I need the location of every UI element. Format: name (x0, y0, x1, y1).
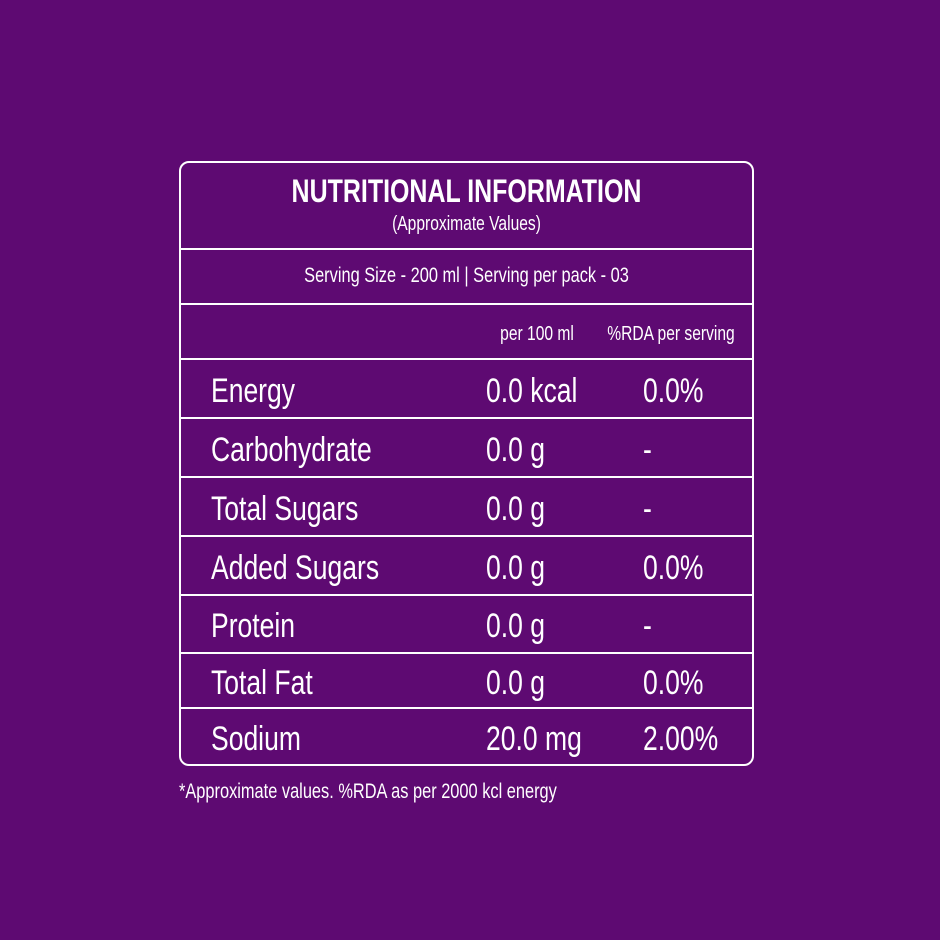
nutrient-name: Sodium (211, 719, 301, 758)
table-title: NUTRITIONAL INFORMATION (291, 173, 642, 209)
nutrient-name: Total Sugars (211, 489, 359, 528)
nutrient-value: 0.0 g (486, 663, 545, 702)
column-header: %RDA per serving (607, 323, 735, 345)
nutrient-value: 0.0 g (486, 548, 545, 587)
nutrient-value: - (643, 489, 652, 528)
column-header: per 100 ml (500, 323, 574, 345)
nutrient-name: Energy (211, 371, 296, 410)
divider (181, 476, 752, 478)
serving-info: Serving Size - 200 ml | Serving per pack… (304, 264, 629, 287)
divider (181, 535, 752, 537)
divider (181, 417, 752, 419)
nutrient-value: 0.0 g (486, 430, 545, 469)
nutrient-value: 0.0% (643, 548, 704, 587)
nutrient-value: 2.00% (643, 719, 719, 758)
nutrient-name: Protein (211, 607, 296, 645)
nutrient-name: Added Sugars (211, 548, 380, 587)
divider (181, 358, 752, 360)
nutrient-name: Carbohydrate (211, 430, 372, 469)
nutrient-value: - (643, 607, 652, 645)
divider (181, 594, 752, 596)
nutrient-value: 0.0 g (486, 607, 545, 645)
divider (181, 248, 752, 250)
nutrient-value: - (643, 430, 652, 469)
nutrient-value: 0.0% (643, 371, 704, 410)
divider (181, 652, 752, 654)
divider (181, 303, 752, 305)
nutrition-table: NUTRITIONAL INFORMATION (Approximate Val… (179, 161, 754, 766)
nutrient-name: Total Fat (211, 663, 313, 702)
nutrient-value: 20.0 mg (486, 719, 582, 758)
nutrient-value: 0.0 g (486, 489, 545, 528)
divider (181, 707, 752, 709)
nutrient-value: 0.0% (643, 663, 704, 702)
footnote: *Approximate values. %RDA as per 2000 kc… (179, 780, 557, 803)
table-subtitle: (Approximate Values) (392, 213, 541, 235)
nutrient-value: 0.0 kcal (486, 371, 578, 410)
